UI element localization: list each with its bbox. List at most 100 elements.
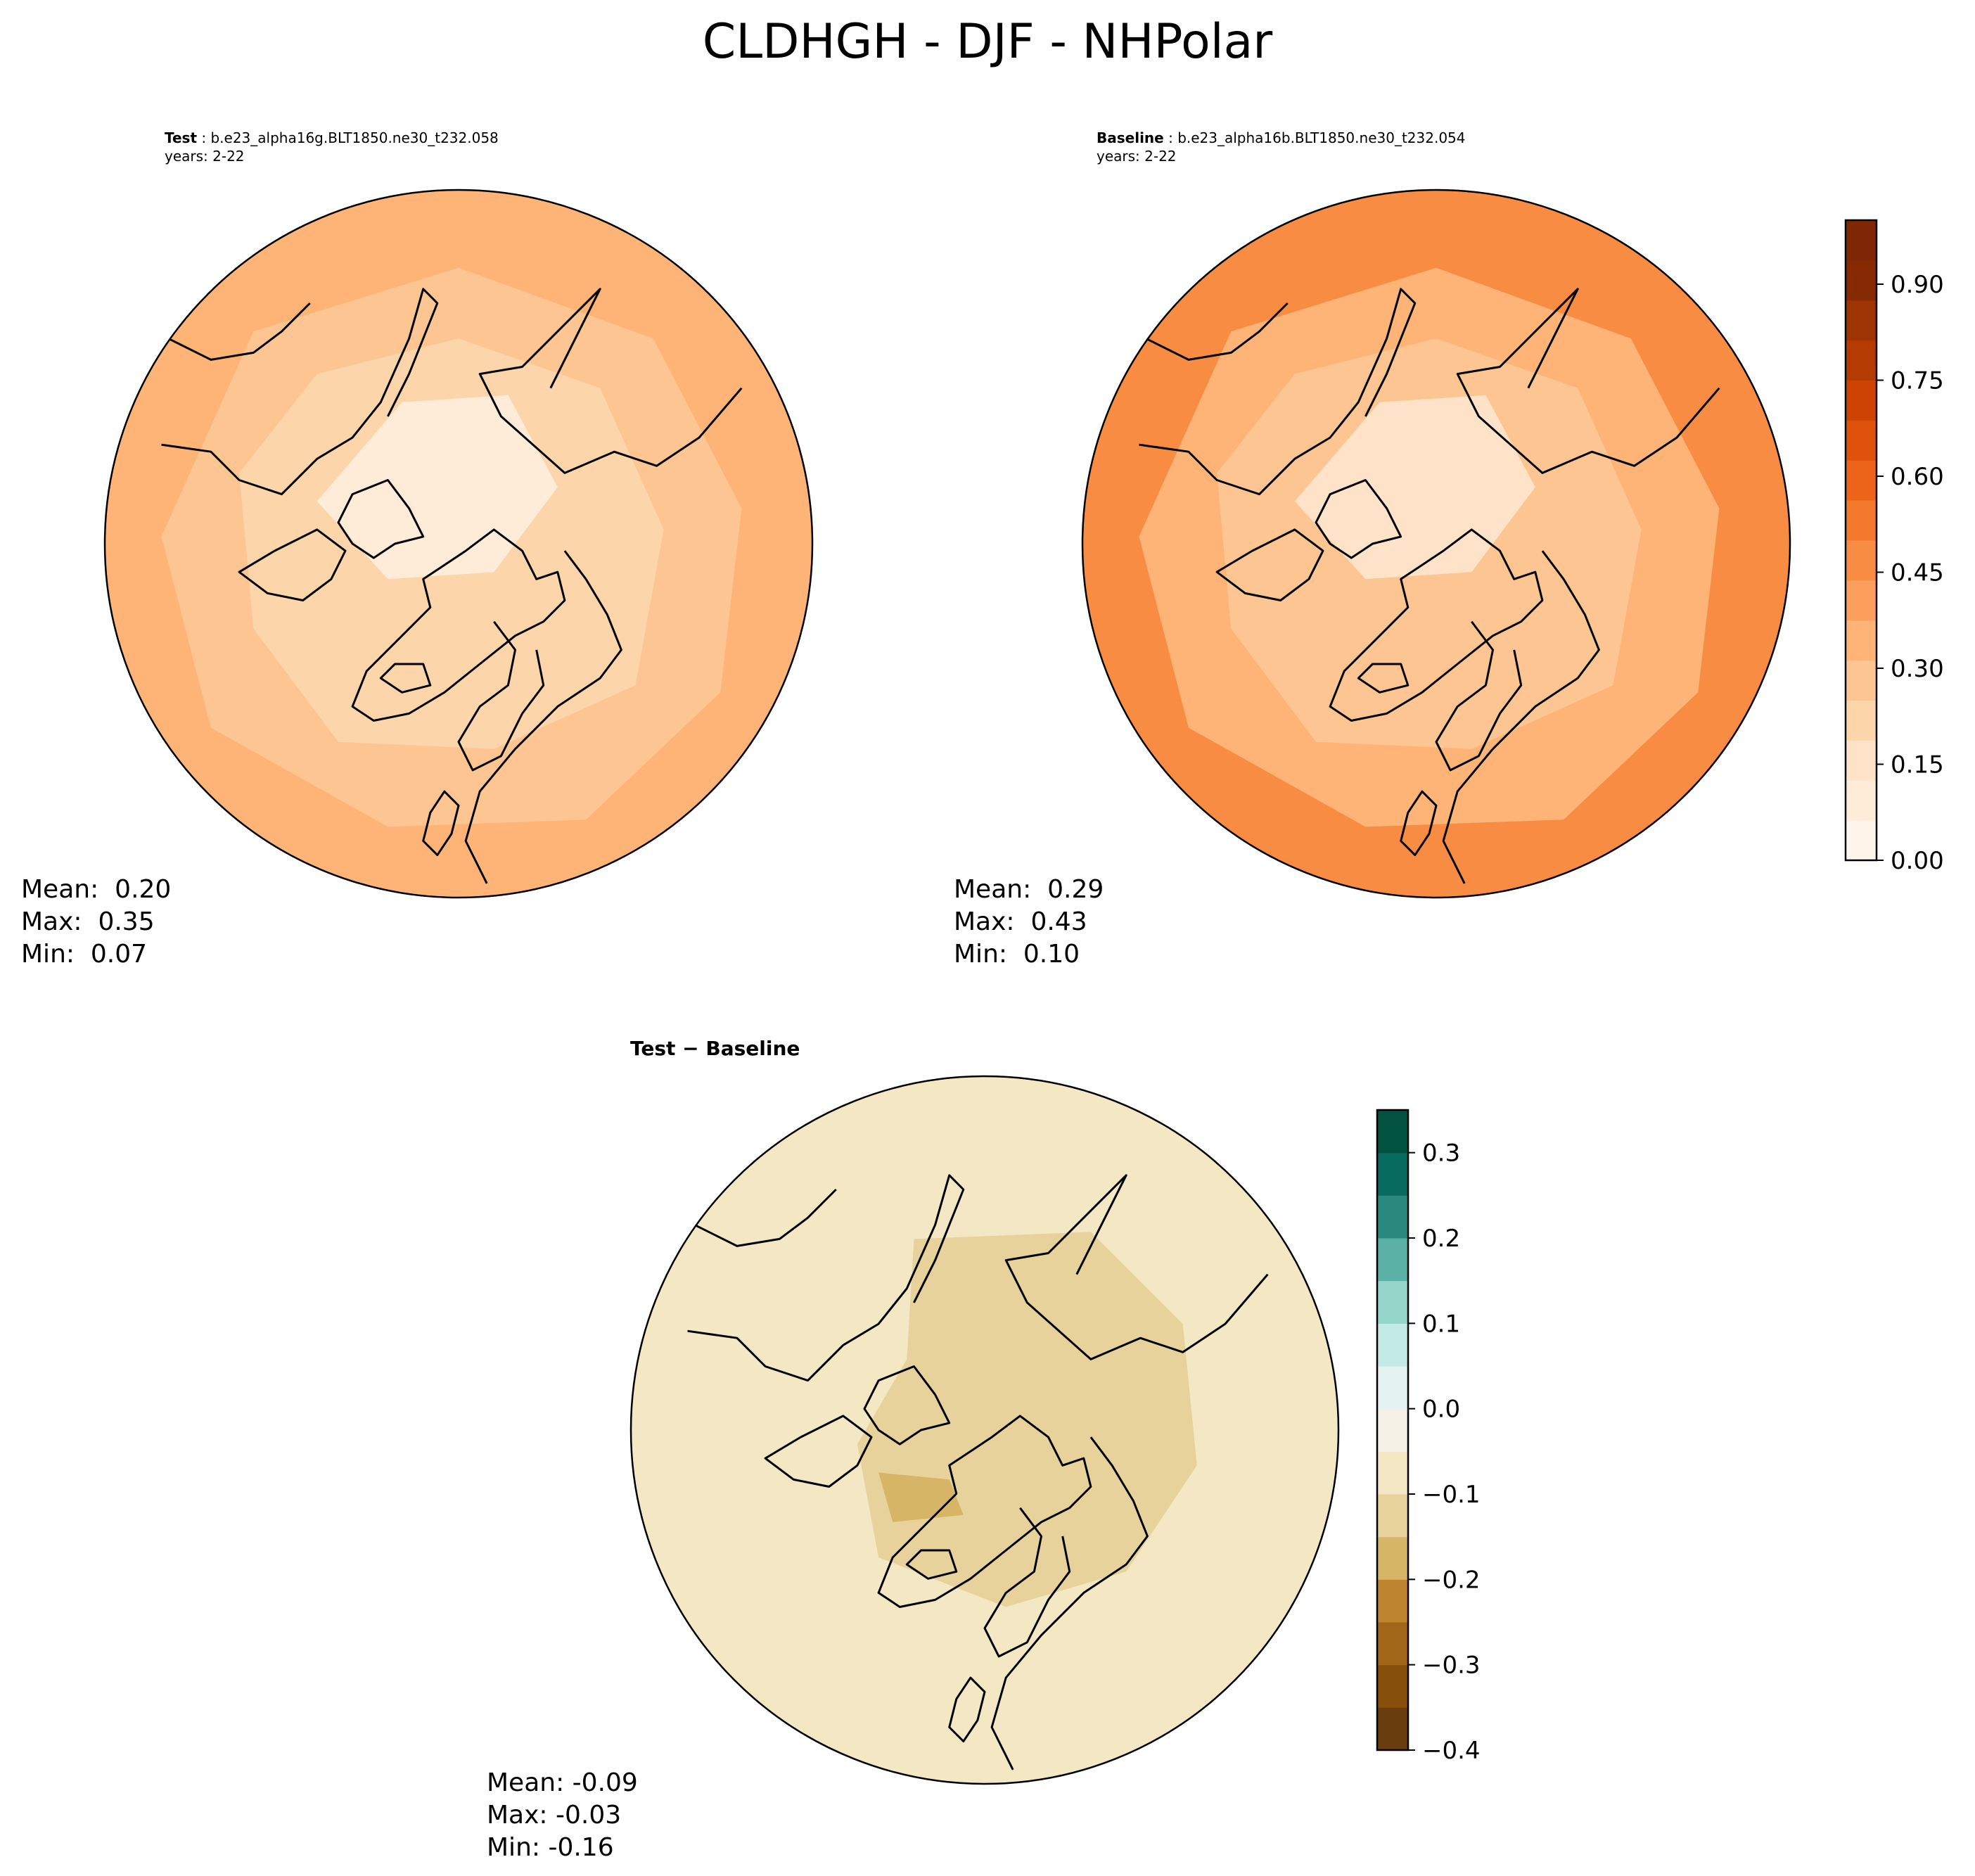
coastline: [948, 1676, 986, 1743]
colorbar-swatch: [1846, 780, 1877, 821]
colorbar-swatch: [1377, 1366, 1408, 1410]
coastline: [1400, 790, 1438, 857]
colorbar-swatch: [1377, 1536, 1408, 1580]
colorbar-tick-label: 0.1: [1422, 1310, 1460, 1338]
coastline: [764, 1415, 873, 1488]
colorbar-tick-label: −0.1: [1422, 1481, 1481, 1509]
coastlines: [1139, 288, 1720, 884]
baseline-mean: 0.29: [1047, 875, 1104, 904]
colorbar-tick-label: 0.90: [1891, 271, 1944, 299]
coastline: [161, 288, 439, 496]
colorbar-swatch: [1846, 820, 1877, 861]
colorbar-tick-label: 0.00: [1891, 847, 1944, 875]
coastline: [1456, 288, 1720, 474]
colorbar-swatch: [1846, 420, 1877, 461]
colorbar-swatch: [1377, 1664, 1408, 1708]
colorbar-swatch: [1846, 540, 1877, 581]
baseline-min: 0.10: [1023, 940, 1080, 969]
coastline: [238, 528, 347, 601]
colorbar-swatch: [1377, 1238, 1408, 1282]
coastline: [1145, 302, 1289, 361]
coastline: [1004, 1174, 1269, 1360]
baseline-map-panel: [1081, 189, 1791, 899]
colorbar-tick-label: 0.3: [1422, 1140, 1460, 1168]
colorbar-tick-label: −0.2: [1422, 1566, 1481, 1594]
test-case-name: b.e23_alpha16g.BLT1850.ne30_t232.058: [210, 129, 499, 146]
coastline: [1315, 479, 1402, 559]
colorbar-difference: 0.3 0.2 0.1 0.0 −0.1 −0.2 −0.3 −0.4: [1376, 1109, 1481, 1765]
colorbar-swatch: [1846, 740, 1877, 781]
baseline-panel-title: Baseline : b.e23_alpha16b.BLT1850.ne30_t…: [1097, 129, 1466, 146]
test-min: 0.07: [90, 940, 148, 969]
coastline: [478, 288, 743, 474]
baseline-label: Baseline: [1097, 129, 1164, 146]
coastline: [379, 663, 432, 694]
colorbar-swatch: [1846, 260, 1877, 301]
colorbar-swatch: [1377, 1195, 1408, 1239]
colorbar-tick-label: 0.30: [1891, 655, 1944, 683]
difference-panel-title: Test − Baseline: [630, 1037, 800, 1060]
coastline: [422, 790, 460, 857]
coastline: [337, 479, 425, 559]
colorbar-swatch: [1377, 1152, 1408, 1196]
colorbar-cloud-fraction: 0.00 0.15 0.30 0.45 0.60 0.75 0.90: [1844, 219, 1944, 875]
colorbar-tick-label: 0.75: [1891, 367, 1944, 395]
coastline: [457, 620, 545, 772]
baseline-stats: Mean: 0.29 Max: 0.43 Min: 0.10: [954, 875, 1104, 969]
figure-title: CLDHGH - DJF - NHPolar: [702, 14, 1273, 70]
colorbar-tick-label: 0.0: [1422, 1396, 1460, 1424]
test-stats: Mean: 0.20 Max: 0.35 Min: 0.07: [21, 875, 172, 969]
map-boundary: [629, 1075, 1340, 1785]
colorbar-tick-label: 0.15: [1891, 751, 1944, 779]
colorbar-swatch: [1846, 220, 1877, 261]
test-max: 0.35: [98, 907, 155, 936]
colorbar-tick-label: 0.60: [1891, 463, 1944, 491]
coastline: [1442, 550, 1600, 884]
colorbar-swatch: [1846, 500, 1877, 541]
colorbar-tick-label: 0.2: [1422, 1225, 1460, 1253]
coastline: [1435, 620, 1523, 772]
colorbar-tick-label: 0.45: [1891, 559, 1944, 587]
coastline: [167, 302, 311, 361]
test-map-panel: [103, 189, 814, 899]
coastlines: [687, 1174, 1269, 1770]
coastline: [1139, 288, 1417, 496]
colorbar-swatch: [1377, 1622, 1408, 1666]
difference-max: -0.03: [556, 1801, 622, 1830]
map-boundary: [103, 189, 814, 899]
baseline-years: years: 2-22: [1097, 148, 1177, 165]
coastline: [351, 528, 566, 722]
coastline: [863, 1365, 951, 1446]
difference-mean: -0.09: [572, 1768, 638, 1797]
colorbar-swatch: [1377, 1408, 1408, 1452]
shade-region: [878, 1472, 964, 1522]
coastlines: [161, 288, 743, 884]
colorbar-swatch: [1846, 580, 1877, 621]
coastline: [983, 1507, 1071, 1658]
colorbar-swatch: [1377, 1451, 1408, 1495]
colorbar-swatch: [1846, 340, 1877, 381]
coastline: [877, 1415, 1092, 1608]
coastline: [687, 1174, 965, 1382]
colorbar-frame: [1376, 1109, 1410, 1751]
test-mean: 0.20: [115, 875, 172, 904]
coastline: [905, 1549, 958, 1580]
test-panel-title: Test : b.e23_alpha16g.BLT1850.ne30_t232.…: [165, 129, 499, 146]
colorbar-swatch: [1846, 700, 1877, 741]
difference-stats: Mean: -0.09 Max: -0.03 Min: -0.16: [487, 1768, 638, 1862]
colorbar-swatch: [1846, 300, 1877, 341]
colorbar-swatch: [1846, 620, 1877, 661]
colorbar-swatch: [1377, 1323, 1408, 1367]
colorbar-swatch: [1377, 1110, 1408, 1154]
colorbar-swatch: [1377, 1494, 1408, 1538]
colorbar-swatch: [1846, 660, 1877, 701]
coastline: [990, 1436, 1149, 1770]
test-label: Test: [165, 129, 198, 146]
coastline: [464, 550, 622, 884]
coastline: [1357, 663, 1410, 694]
difference-map-panel: [629, 1075, 1340, 1785]
difference-min: -0.16: [548, 1833, 614, 1862]
coastline: [1329, 528, 1544, 722]
coastline: [1215, 528, 1324, 601]
